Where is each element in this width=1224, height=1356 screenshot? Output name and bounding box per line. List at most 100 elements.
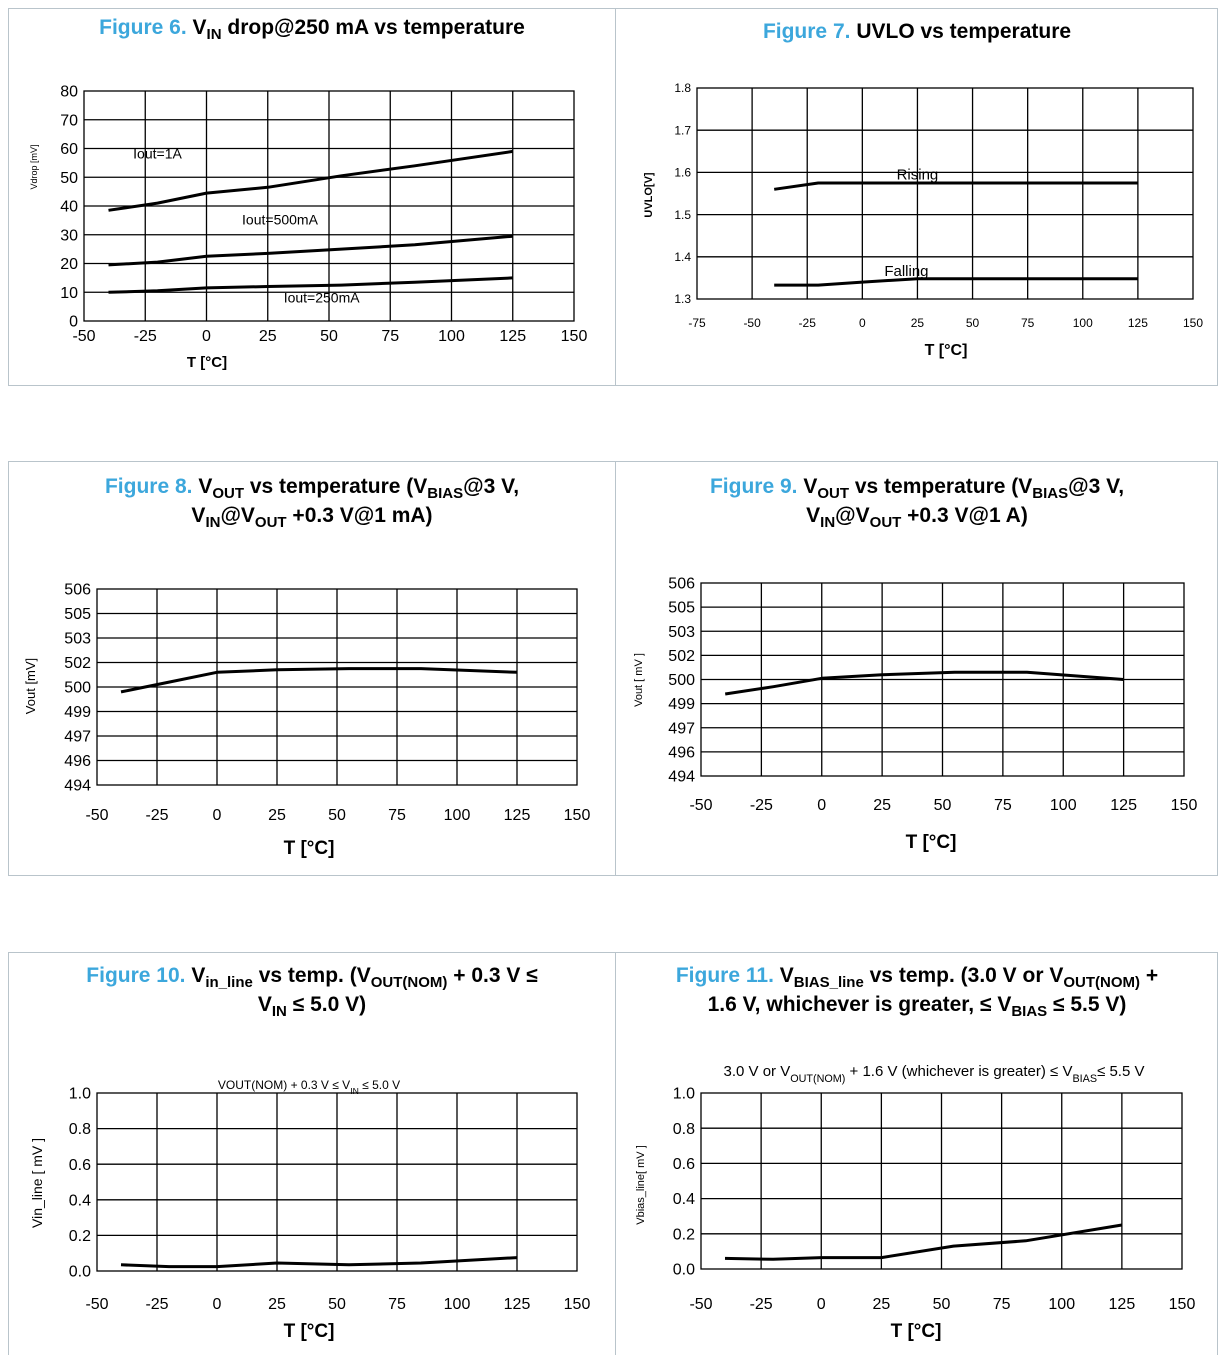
x-tick-label: 125	[499, 328, 526, 345]
x-tick-label: 0	[859, 316, 866, 330]
y-tick-label: 30	[60, 227, 78, 244]
y-axis-label: Vout [mV]	[23, 658, 38, 714]
x-tick-label: 50	[328, 807, 346, 824]
y-tick-label: 0.8	[673, 1121, 695, 1138]
x-axis-label: T [°C]	[284, 1321, 335, 1342]
y-tick-label: 494	[64, 778, 91, 795]
y-tick-label: 506	[64, 582, 91, 599]
y-tick-label: 0.0	[69, 1264, 91, 1281]
x-tick-label: 25	[268, 807, 286, 824]
x-axis-label: T [°C]	[906, 832, 957, 853]
y-tick-label: 0.4	[69, 1192, 91, 1209]
y-tick-label: 500	[668, 672, 695, 689]
x-tick-label: 100	[438, 328, 465, 345]
x-axis-label: T [°C]	[187, 354, 227, 371]
y-tick-label: 1.8	[674, 81, 691, 95]
y-axis-label: Vdrop [mV]	[29, 144, 39, 189]
y-tick-label: 497	[64, 729, 91, 746]
x-tick-label: -25	[750, 797, 773, 814]
x-tick-label: 150	[561, 328, 588, 345]
chart-subtitle: 3.0 V or VOUT(NOM) + 1.6 V (whichever is…	[724, 1063, 1145, 1085]
y-tick-label: 496	[64, 753, 91, 770]
figure-row-1: Figure 6. VIN drop@250 mA vs temperature…	[8, 8, 1218, 386]
figure-row-3: Figure 10. Vin_line vs temp. (VOUT(NOM) …	[8, 952, 1218, 1355]
x-tick-label: -25	[750, 1296, 773, 1313]
y-tick-label: 1.7	[674, 123, 691, 137]
y-tick-label: 506	[668, 576, 695, 593]
x-tick-label: -25	[145, 807, 168, 824]
x-tick-label: 50	[966, 316, 980, 330]
y-tick-label: 499	[668, 696, 695, 713]
x-tick-label: 50	[320, 328, 338, 345]
y-tick-label: 1.5	[674, 208, 691, 222]
x-tick-label: 75	[993, 1296, 1011, 1313]
y-tick-label: 1.0	[673, 1086, 695, 1103]
figure-row-2: Figure 8. VOUT vs temperature (VBIAS@3 V…	[8, 461, 1218, 876]
x-tick-label: 125	[504, 1296, 531, 1313]
y-axis-label: Vin_line [ mV ]	[29, 1138, 45, 1228]
y-tick-label: 0.0	[673, 1262, 695, 1279]
y-tick-label: 0.4	[673, 1191, 695, 1208]
y-tick-label: 80	[60, 84, 78, 101]
y-tick-label: 1.4	[674, 250, 691, 264]
y-tick-label: 503	[668, 624, 695, 641]
x-tick-label: 75	[381, 328, 399, 345]
figure-11: Figure 11. VBIAS_line vs temp. (3.0 V or…	[616, 953, 1218, 1355]
x-tick-label: 25	[873, 797, 891, 814]
y-tick-label: 503	[64, 631, 91, 648]
y-tick-label: 1.0	[69, 1086, 91, 1103]
y-tick-label: 500	[64, 680, 91, 697]
x-axis-label: T [°C]	[925, 342, 968, 359]
y-tick-label: 70	[60, 112, 78, 129]
x-tick-label: 0	[817, 1296, 826, 1313]
y-tick-label: 502	[64, 655, 91, 672]
y-tick-label: 0.2	[69, 1228, 91, 1245]
x-tick-label: 25	[259, 328, 277, 345]
y-axis-label: UVLO[V]	[643, 172, 655, 218]
x-tick-label: 125	[1128, 316, 1148, 330]
figure-10: Figure 10. Vin_line vs temp. (VOUT(NOM) …	[9, 953, 615, 1355]
x-tick-label: 100	[1073, 316, 1093, 330]
figure-6: Figure 6. VIN drop@250 mA vs temperature…	[9, 9, 615, 385]
y-tick-label: 505	[64, 606, 91, 623]
x-tick-label: 125	[1109, 1296, 1136, 1313]
x-axis-label: T [°C]	[284, 838, 335, 859]
x-tick-label: 50	[328, 1296, 346, 1313]
x-tick-label: 100	[1050, 797, 1077, 814]
x-tick-label: -75	[688, 316, 706, 330]
y-tick-label: 502	[668, 648, 695, 665]
y-tick-label: 0.6	[673, 1156, 695, 1173]
figure-8: Figure 8. VOUT vs temperature (VBIAS@3 V…	[9, 462, 615, 875]
y-tick-label: 496	[668, 744, 695, 761]
x-tick-label: 150	[1169, 1296, 1196, 1313]
x-tick-label: 0	[213, 807, 222, 824]
x-tick-label: 100	[444, 807, 471, 824]
x-tick-label: 75	[388, 807, 406, 824]
series-annotation: Iout=1A	[133, 146, 182, 162]
series-annotation: Falling	[884, 263, 928, 280]
x-tick-label: 150	[564, 807, 591, 824]
x-tick-label: 0	[817, 797, 826, 814]
y-axis-label: Vbias_line[ mV ]	[635, 1145, 647, 1224]
x-tick-label: 0	[213, 1296, 222, 1313]
y-tick-label: 499	[64, 704, 91, 721]
x-tick-label: -25	[799, 316, 817, 330]
x-tick-label: 75	[388, 1296, 406, 1313]
x-tick-label: 75	[994, 797, 1012, 814]
y-tick-label: 1.6	[674, 166, 691, 180]
plot-frame	[697, 88, 1193, 299]
x-tick-label: 25	[911, 316, 925, 330]
x-tick-label: 100	[444, 1296, 471, 1313]
x-tick-label: -50	[85, 1296, 108, 1313]
y-tick-label: 0.8	[69, 1121, 91, 1138]
y-tick-label: 0	[69, 314, 78, 331]
x-axis-label: T [°C]	[891, 1321, 942, 1342]
y-tick-label: 50	[60, 170, 78, 187]
y-tick-label: 40	[60, 199, 78, 216]
x-tick-label: 0	[202, 328, 211, 345]
